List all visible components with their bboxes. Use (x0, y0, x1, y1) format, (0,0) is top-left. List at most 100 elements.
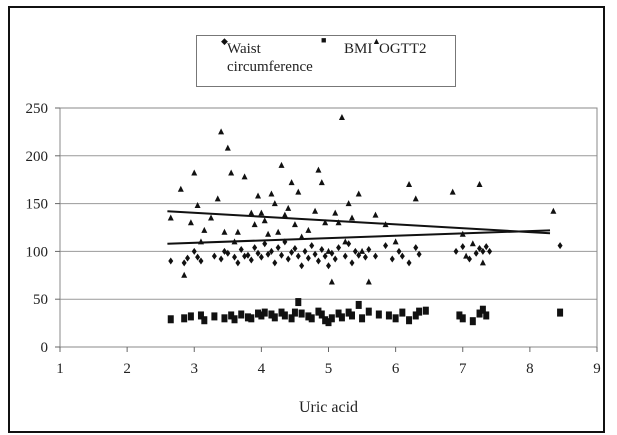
y-tick-label: 0 (41, 340, 49, 356)
data-point (469, 240, 476, 247)
x-tick-label: 1 (56, 361, 64, 377)
data-point (255, 249, 261, 257)
data-point (305, 226, 312, 233)
data-point (167, 214, 174, 221)
data-point (308, 314, 315, 323)
trendline (167, 210, 551, 235)
data-point (345, 308, 352, 317)
data-point (218, 128, 225, 135)
data-point (285, 204, 292, 211)
data-point (271, 200, 278, 207)
data-point (258, 209, 265, 216)
data-point (279, 251, 285, 259)
data-point (348, 311, 355, 320)
data-point (194, 202, 201, 209)
data-point (295, 188, 302, 195)
data-point (449, 188, 456, 195)
data-point (480, 247, 486, 255)
data-point (332, 209, 339, 216)
data-point (477, 245, 483, 253)
data-point (342, 238, 349, 245)
data-point (332, 255, 338, 263)
data-point (275, 228, 282, 235)
data-point (224, 144, 231, 151)
data-point (168, 257, 174, 265)
y-tick-label: 200 (26, 149, 49, 165)
legend-triangle-icon: ▲ (372, 36, 381, 46)
data-point (235, 259, 241, 267)
data-point (342, 252, 348, 260)
data-point (335, 219, 342, 226)
data-point (456, 311, 463, 320)
data-point (413, 244, 419, 252)
data-point (406, 180, 413, 187)
data-point (406, 316, 413, 325)
data-point (365, 307, 372, 316)
data-point (195, 253, 201, 261)
data-point (375, 310, 382, 319)
data-point (399, 308, 406, 317)
data-point (281, 311, 288, 320)
x-tick-label: 9 (593, 361, 601, 377)
data-point (191, 247, 197, 255)
data-point (312, 250, 318, 258)
legend-diamond-icon: ◆ (221, 36, 228, 46)
data-point (557, 242, 563, 250)
data-point (211, 252, 217, 260)
data-point (318, 310, 325, 319)
data-point (211, 312, 218, 321)
data-point (312, 207, 319, 214)
data-point (366, 245, 372, 253)
data-point (422, 306, 429, 315)
data-point (251, 221, 258, 228)
data-point (285, 255, 291, 263)
data-point (167, 315, 174, 324)
data-point (412, 311, 419, 320)
x-tick-label: 8 (526, 361, 534, 377)
data-point (181, 271, 188, 278)
y-tick-label: 150 (26, 197, 49, 213)
x-tick-label: 5 (325, 361, 333, 377)
data-point (291, 221, 298, 228)
data-point (359, 314, 366, 323)
data-point (326, 262, 331, 270)
data-point (335, 309, 342, 318)
data-point (406, 259, 412, 267)
data-point (177, 185, 184, 192)
data-point (238, 245, 244, 253)
data-point (550, 207, 557, 214)
data-point (399, 252, 405, 260)
data-point (295, 252, 301, 260)
data-point (322, 252, 328, 260)
data-point (557, 308, 564, 317)
data-point (483, 311, 490, 320)
data-point (487, 247, 493, 255)
data-point (319, 245, 325, 253)
data-point (322, 219, 329, 226)
y-tick-label: 50 (33, 292, 48, 308)
data-point (469, 317, 476, 326)
data-point (483, 243, 489, 251)
data-point (187, 219, 194, 226)
x-axis-title: Uric acid (299, 399, 358, 416)
data-point (453, 247, 459, 255)
data-point (359, 247, 366, 254)
data-point (355, 190, 362, 197)
data-point (198, 257, 204, 265)
data-point (201, 226, 208, 233)
figure-frame (8, 6, 605, 433)
data-point (258, 253, 264, 261)
data-point (325, 247, 332, 254)
data-point (389, 255, 395, 263)
data-point (185, 254, 191, 262)
data-point (248, 314, 255, 323)
legend-label-waist: Waist circumference (227, 41, 313, 75)
legend-label-ogtt2: OGTT2 (379, 41, 427, 57)
data-point (234, 228, 241, 235)
data-point (338, 114, 345, 121)
data-point (261, 308, 268, 317)
data-point (241, 173, 248, 180)
data-point (245, 251, 251, 259)
data-point (197, 311, 204, 320)
